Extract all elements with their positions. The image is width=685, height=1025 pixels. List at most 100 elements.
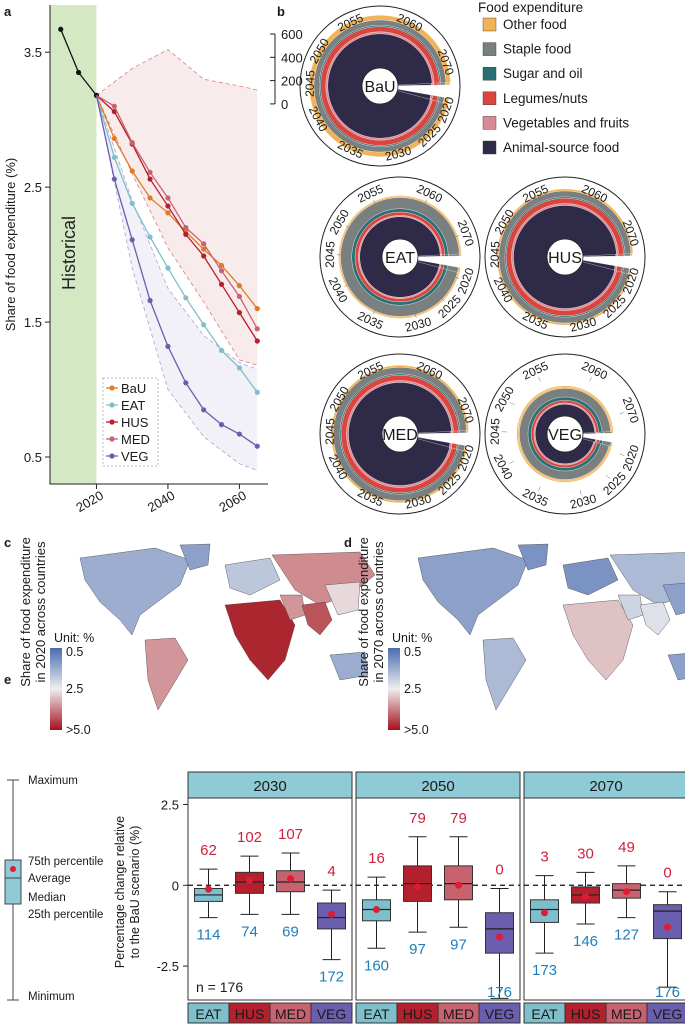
radial-grid-tick [414, 489, 417, 495]
colorbar-label-low: 0.5 [66, 645, 83, 659]
radial-segment-staple-food [457, 438, 464, 440]
radial-grid-tick [589, 376, 592, 382]
colorbar-unit: Unit: % [392, 631, 432, 645]
series-point-veg [183, 380, 189, 386]
colorbar-unit: Unit: % [54, 631, 94, 645]
key-label-min: Minimum [28, 991, 75, 1003]
series-point-eat [183, 295, 189, 301]
facet-2030: 2030 62 114 102 74 107 69 4 172 EAT HUS MED VEG [187, 771, 353, 1024]
country-region-australia [667, 653, 685, 681]
legend-label-veg-fruits: Vegetables and fruits [503, 115, 629, 130]
count-below: 74 [241, 923, 258, 940]
map-land [417, 543, 685, 711]
count-above: 107 [278, 826, 303, 843]
radial-grid-tick [420, 126, 425, 131]
radial-grid-tick [345, 402, 350, 406]
colorbar-rect [50, 648, 62, 730]
count-above: 3 [540, 849, 548, 866]
map-colorbar: Unit: %0.5 2.5 >5.0 [388, 631, 432, 737]
panel-e-box-charts: Maximum 75th percentile Average Median 25th … [4, 771, 685, 1024]
key-label-mean: Average [28, 873, 71, 885]
y-tick-label: 2.5 [161, 797, 179, 812]
radial-grid-tick [510, 225, 515, 229]
series-point-med [129, 140, 135, 146]
uncertainty-band-0 [96, 49, 258, 366]
series-point-veg [165, 343, 171, 349]
colorbar-label-low: 0.5 [404, 645, 421, 659]
facet-frame [523, 797, 685, 1001]
radial-year-label: 2045 [488, 418, 503, 445]
series-point-bau [147, 195, 153, 201]
series-point-med [165, 195, 171, 201]
box-body [485, 912, 514, 954]
category-label-veg: VEG [653, 1006, 683, 1022]
legend-swatch-veg-fruits [482, 116, 497, 130]
radial-grid-tick [619, 235, 625, 238]
facet-frame [187, 797, 353, 1001]
facet-2070: 2070 3 173 30 146 49 127 0 176 EAT HUS MED VEG [523, 771, 685, 1024]
series-point-hus [147, 176, 153, 182]
legend-swatch-animal-source [482, 140, 497, 155]
country-region-south-asia [639, 601, 671, 636]
radial-grid-tick [619, 276, 625, 279]
key-label-q1: 25th percentile [28, 909, 103, 921]
radial-year-label: 2030 [403, 314, 433, 335]
radial-center-label: MED [382, 427, 418, 444]
count-below: 176 [655, 984, 680, 1001]
map-title-line2: in 2070 across countries [371, 541, 386, 682]
series-point-veg [111, 176, 117, 182]
radial-center-label: VEG [548, 427, 582, 444]
series-point-veg [129, 237, 135, 243]
y-axis-label: Share of food expenditure (%) [3, 158, 18, 331]
radial-grid-tick [373, 309, 376, 315]
y-tick-label: 0 [172, 878, 179, 893]
legend-swatch-staple-food [482, 42, 497, 56]
radial-grid-tick [454, 235, 460, 238]
radial-year-label: 2030 [403, 491, 433, 512]
country-region-australia [329, 651, 369, 681]
scale-tick-label: 400 [281, 50, 303, 65]
box-veg: 4 172 [317, 863, 346, 986]
panel-a-line-chart: Historical 0.5 1.5 2.5 3.5 2020 2040 2060 Share … [3, 5, 268, 515]
category-label-eat: EAT [195, 1006, 222, 1022]
radial-year-label: 2030 [568, 314, 598, 335]
panel-label-e: e [4, 672, 11, 687]
radial-grid-tick [373, 376, 376, 382]
radial-grid-tick [353, 138, 356, 144]
series-line-hus [96, 94, 258, 342]
box-mean-dot [205, 885, 212, 893]
band-dashed-line [96, 95, 258, 471]
series-point-med [147, 169, 153, 175]
y-tick-label: 0.5 [24, 450, 42, 465]
facet-title: 2070 [589, 778, 622, 795]
legend-marker [109, 385, 115, 391]
key-mean-dot [10, 866, 16, 872]
box-veg: 0 176 [653, 865, 682, 1001]
radial-grid-tick [509, 284, 514, 287]
series-point-med [183, 225, 189, 231]
series-line-veg [95, 95, 258, 447]
facet-title: 2030 [253, 778, 286, 795]
radial-grid-tick [440, 474, 445, 479]
radial-grid-tick [373, 199, 376, 205]
box-mean-dot [623, 888, 630, 896]
radial-segment-other-food [496, 188, 634, 326]
category-label-med: MED [611, 1006, 642, 1022]
series-point-bau [236, 283, 243, 289]
count-below: 97 [409, 941, 426, 958]
series-point-bau [254, 305, 260, 312]
count-above: 0 [495, 861, 503, 878]
radial-grid-tick [434, 64, 440, 67]
x-tick-label: 2060 [216, 488, 249, 515]
count-above: 79 [409, 810, 426, 827]
series-point-med [201, 241, 207, 247]
radial-grid-tick [538, 376, 541, 382]
panel-c-map: Share of food expenditure in 2020 across … [18, 537, 376, 737]
map-land [79, 543, 376, 711]
country-region-africa [562, 599, 634, 681]
country-region-europe [562, 557, 619, 596]
country-region-greenland [517, 543, 549, 571]
radial-grid-tick [589, 199, 592, 205]
